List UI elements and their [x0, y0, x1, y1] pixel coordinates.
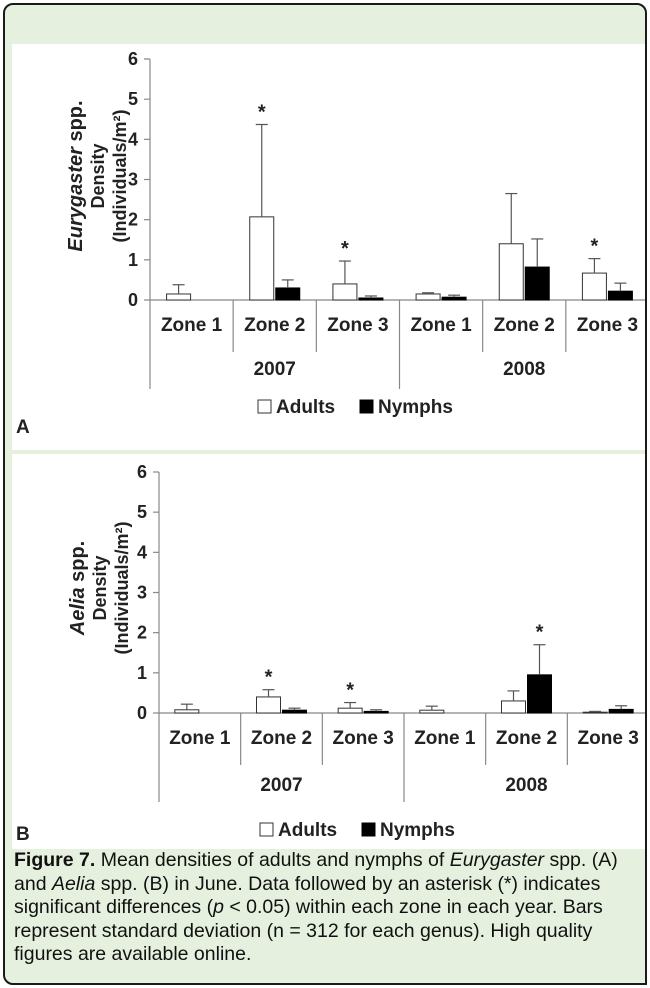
caption-text-3: spp. (B) in June. Data followed by an as…: [14, 872, 601, 919]
y-tick-label: 4: [137, 542, 147, 562]
legend-swatch-nymphs: [359, 399, 374, 414]
bar-adults: [501, 700, 526, 714]
chart-a-svg: 0 1 2 3 4 5 6 Zone 1 Zone 2 Zone 3 Zone 1 Zone 2 Zon…: [16, 49, 645, 438]
significance-asterisk: *: [265, 667, 273, 689]
legend-swatch-nymphs: [361, 822, 376, 837]
bar-adults: [415, 293, 441, 301]
chart-panel-b: 0 1 2 3 4 5 6 Zone 1 Zone 2 Zone 3 Zone 1 Zone 2 Zon…: [12, 454, 645, 849]
y-axis-label: Aelia spp.Density (Individuals/m²): [67, 521, 132, 654]
caption-genus-eurygaster: Eurygaster: [449, 849, 545, 871]
significance-asterisk: *: [341, 238, 349, 260]
x-group-label: 2007: [254, 359, 296, 380]
bar-adults: [249, 216, 275, 301]
x-category-label: Zone 1: [410, 315, 472, 336]
significance-asterisk: *: [346, 680, 354, 702]
x-category-label: Zone 3: [577, 315, 638, 336]
bar-nymphs: [358, 297, 384, 301]
x-category-label: Zone 3: [578, 728, 639, 749]
y-tick-label: 5: [128, 89, 138, 109]
caption-text-2: spp. (A) and: [14, 849, 618, 895]
legend-label-nymphs: Nymphs: [380, 820, 455, 841]
bar-nymphs: [363, 710, 389, 714]
chart-b-svg: 0 1 2 3 4 5 6 Zone 1 Zone 2 Zone 3 Zone 1 Zone 2 Zon…: [16, 462, 645, 845]
x-category-label: Zone 3: [327, 315, 388, 336]
bar-nymphs: [441, 296, 467, 301]
bar-nymphs: [607, 290, 633, 301]
y-tick-label: 2: [137, 623, 147, 643]
legend-label-adults: Adults: [278, 820, 337, 841]
bar-adults: [166, 293, 192, 301]
bar-nymphs: [608, 708, 634, 714]
x-category-label: Zone 2: [494, 315, 555, 336]
y-tick-label: 6: [128, 49, 138, 69]
x-category-label: Zone 1: [414, 728, 476, 749]
y-tick-label: 0: [128, 290, 138, 310]
caption-label: Figure 7.: [14, 849, 96, 871]
y-axis-label: Eurygaster spp.Density (Individuals/m²): [65, 100, 130, 251]
x-category-label: Zone 1: [169, 728, 231, 749]
chart-panel-a: 0 1 2 3 4 5 6 Zone 1 Zone 2 Zone 3 Zone 1 Zone 2 Zon…: [12, 44, 645, 450]
caption-p-symbol: p: [213, 896, 224, 918]
bar-nymphs: [275, 287, 301, 301]
x-group-label: 2007: [260, 775, 302, 796]
bar-adults: [174, 709, 200, 714]
figure-caption: Figure 7. Mean densities of adults and n…: [14, 849, 645, 967]
panel-letter: B: [16, 824, 30, 845]
figure-frame: 0 1 2 3 4 5 6 Zone 1 Zone 2 Zone 3 Zone 1 Zone 2 Zon…: [3, 3, 647, 985]
y-tick-label: 2: [128, 210, 138, 230]
legend-label-adults: Adults: [276, 397, 335, 418]
x-category-label: Zone 1: [161, 315, 223, 336]
x-group-label: 2008: [505, 775, 547, 796]
bar-adults: [337, 707, 363, 714]
y-tick-label: 0: [137, 703, 147, 723]
bar-adults: [582, 711, 608, 714]
y-tick-label: 6: [137, 462, 147, 482]
panel-letter: A: [16, 417, 30, 438]
y-tick-label: 1: [128, 250, 138, 270]
significance-asterisk: *: [591, 236, 599, 258]
bar-nymphs: [524, 266, 550, 301]
bar-adults: [256, 696, 281, 714]
bar-adults: [581, 272, 607, 301]
bar-adults: [419, 709, 445, 714]
x-category-label: Zone 2: [251, 728, 312, 749]
bar-nymphs: [527, 674, 552, 714]
bar-nymphs: [282, 709, 307, 714]
bar-adults: [498, 243, 524, 301]
caption-text-4: < 0.05) within each zone in each year. B…: [14, 896, 603, 965]
legend-swatch-adults: [259, 822, 274, 837]
y-tick-label: 1: [137, 663, 147, 683]
y-tick-label: 3: [128, 170, 138, 190]
significance-asterisk: *: [258, 101, 266, 123]
significance-asterisk: *: [536, 622, 544, 644]
y-tick-label: 3: [137, 583, 147, 603]
panel-divider: [12, 450, 645, 454]
bar-adults: [332, 283, 358, 301]
legend-swatch-adults: [257, 399, 272, 414]
x-category-label: Zone 3: [333, 728, 394, 749]
x-group-label: 2008: [503, 359, 545, 380]
caption-text-1: Mean densities of adults and nymphs of: [95, 849, 450, 871]
y-tick-label: 4: [128, 129, 138, 149]
legend-label-nymphs: Nymphs: [378, 397, 453, 418]
caption-genus-aelia: Aelia: [51, 872, 96, 895]
x-category-label: Zone 2: [244, 315, 305, 336]
y-tick-label: 5: [137, 502, 147, 522]
x-category-label: Zone 2: [496, 728, 557, 749]
